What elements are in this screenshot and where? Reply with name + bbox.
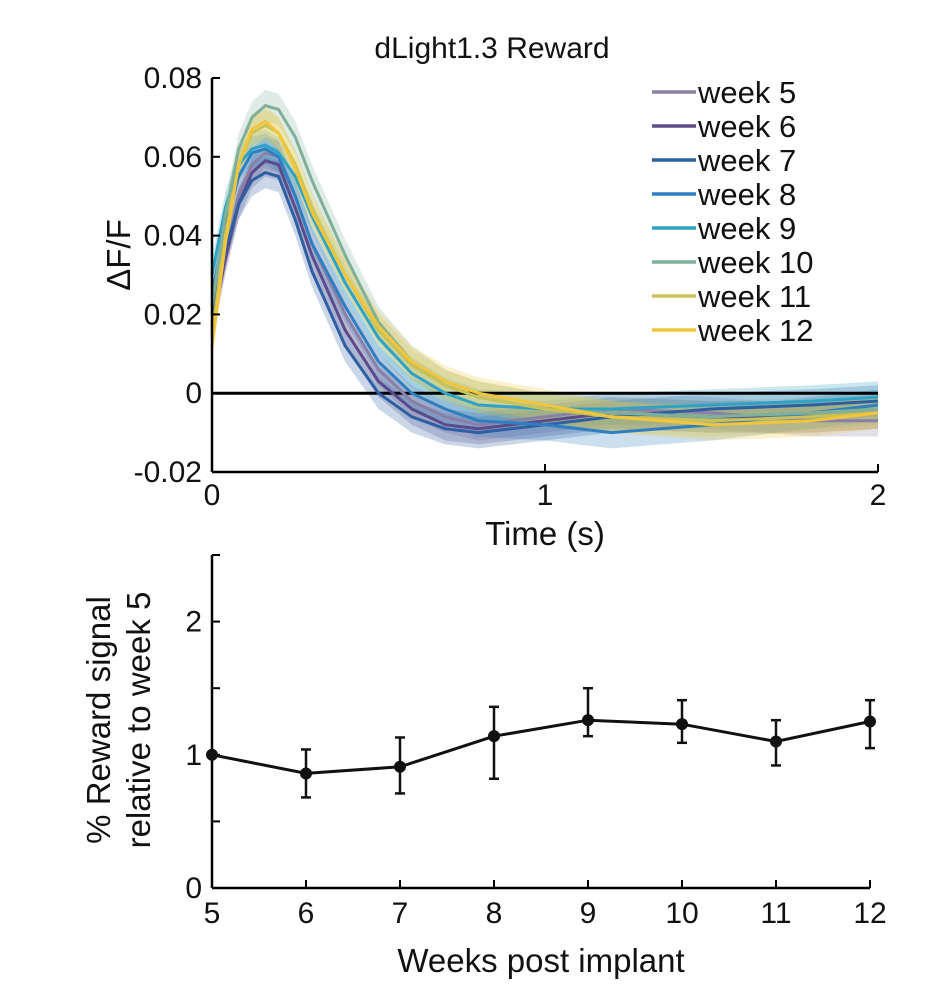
legend-label: week 10 [697, 245, 813, 280]
top-x-tick-label: 1 [537, 479, 554, 512]
data-point [676, 718, 688, 731]
bottom-x-tick-label: 11 [760, 897, 791, 930]
bottom-axes [210, 555, 870, 890]
bottom-x-tick-label: 8 [486, 897, 503, 930]
bottom-x-tick-label: 9 [580, 897, 597, 930]
data-point [488, 730, 500, 743]
legend-label: week 12 [697, 313, 813, 348]
bottom-x-tick-label: 12 [853, 897, 886, 930]
top-y-ticks: -0.02 0 0.02 0.04 0.06 0.08 [134, 62, 220, 489]
bottom-x-tick-label: 5 [204, 897, 221, 930]
top-series-line [210, 147, 879, 435]
top-y-tick-label: 0.06 [144, 141, 202, 174]
bottom-data-points [206, 714, 876, 780]
bottom-panel: 012 5 6 7 8 9 10 11 12 Weeks post implant % Rew… [80, 554, 887, 979]
top-y-tick-label: 0.04 [144, 220, 202, 253]
bottom-y-tick-label: 1 [185, 739, 202, 772]
top-x-tick-label: 2 [870, 479, 887, 512]
top-series-line [210, 104, 879, 419]
bottom-error-bars [301, 686, 875, 799]
bottom-y-ticks: 0 1 2 [185, 554, 220, 905]
top-y-tick-label: -0.02 [134, 456, 202, 489]
top-chart-title: dLight1.3 Reward [374, 32, 609, 65]
data-point [394, 760, 406, 773]
bottom-x-ticks: 5 6 7 8 9 10 11 12 [204, 880, 887, 930]
top-x-tick-label: 0 [204, 479, 221, 512]
bottom-x-tick-label: 7 [392, 897, 409, 930]
top-confidence-band [212, 129, 878, 425]
top-y-axis-label: ΔF/F [100, 219, 137, 291]
top-panel: dLight1.3 Reward -0.0200.020.040.060.08 … [100, 32, 886, 552]
data-point [582, 714, 594, 727]
data-point [864, 715, 876, 728]
top-confidence-band [212, 89, 878, 433]
legend-label: week 6 [697, 109, 796, 144]
bottom-y-tick-label: 0 [185, 872, 202, 905]
bottom-series-line [211, 718, 871, 775]
top-confidence-band [212, 137, 878, 441]
legend-label: week 8 [697, 177, 796, 212]
top-x-ticks: 0 1 2 [204, 464, 887, 512]
top-series-lines [210, 104, 879, 435]
top-y-tick-label: 0.08 [144, 62, 202, 95]
legend-label: week 7 [697, 143, 796, 178]
top-series-line [210, 143, 879, 411]
data-point [770, 735, 782, 748]
top-y-tick-label: 0 [185, 377, 202, 410]
bottom-y-axis-label-line2: relative to week 5 [120, 592, 157, 849]
legend-label: week 5 [697, 75, 796, 110]
data-point [206, 748, 218, 761]
top-y-tick-label: 0.02 [144, 298, 202, 331]
top-confidence-band [212, 156, 878, 449]
bottom-x-axis-label: Weeks post implant [397, 942, 684, 979]
bottom-y-tick-label: 2 [185, 606, 202, 639]
top-x-axis-label: Time (s) [485, 515, 605, 552]
legend-label: week 9 [697, 211, 796, 246]
top-series-line [210, 119, 879, 427]
legend-label: week 11 [697, 279, 811, 314]
top-series-line [210, 171, 879, 435]
bottom-y-axis-label-line1: % Reward signal [80, 596, 117, 844]
bottom-x-tick-label: 6 [298, 897, 315, 930]
data-point [300, 767, 312, 780]
bottom-x-tick-label: 10 [665, 897, 698, 930]
